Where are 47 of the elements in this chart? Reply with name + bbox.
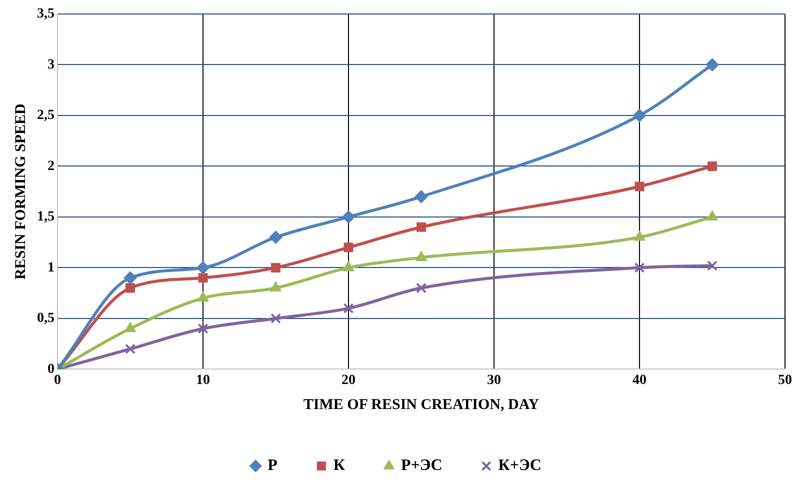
x-tick-label: 50 <box>778 373 792 388</box>
x-tick-label: 10 <box>196 373 210 388</box>
point <box>126 283 135 293</box>
legend-label: К+ЭС <box>498 457 542 474</box>
point <box>708 161 717 171</box>
point <box>270 282 282 292</box>
point <box>414 190 428 204</box>
point <box>342 210 355 224</box>
y-tick-label: 2 <box>48 158 54 174</box>
point <box>270 313 281 324</box>
legend-label: Р <box>268 457 278 474</box>
point <box>416 251 427 262</box>
point <box>634 262 645 273</box>
y-tick-label: 0,5 <box>37 311 54 326</box>
point <box>124 322 136 332</box>
point <box>198 273 208 283</box>
x-axis-title: TIME OF RESIN CREATION, DAY <box>303 396 540 413</box>
point <box>197 292 209 302</box>
y-axis-title: RESIN FORMING SPEED <box>12 104 29 280</box>
y-tick-label: 3,5 <box>37 6 54 22</box>
point <box>416 222 426 232</box>
point <box>344 242 354 252</box>
point <box>269 230 282 244</box>
point <box>707 260 718 271</box>
y-tick-label: 0 <box>48 362 54 377</box>
point <box>124 271 137 284</box>
x-tick-label: 30 <box>487 373 501 388</box>
point <box>416 282 426 294</box>
point <box>343 303 354 314</box>
point <box>634 182 644 192</box>
point <box>706 210 718 220</box>
point <box>342 261 354 272</box>
y-tick-label: 1,5 <box>37 210 54 225</box>
point <box>196 261 210 274</box>
legend-label: К <box>333 457 346 474</box>
point <box>633 108 646 122</box>
point <box>271 262 280 272</box>
point <box>198 323 208 334</box>
y-tick-label: 1 <box>48 260 54 276</box>
point <box>125 344 136 354</box>
y-tick-label: 2,5 <box>37 108 54 124</box>
legend-label: Р+ЭС <box>400 457 442 474</box>
point <box>634 230 646 241</box>
x-tick-label: 20 <box>342 373 356 388</box>
y-tick-label: 3 <box>48 57 54 72</box>
point <box>706 58 719 72</box>
x-tick-label: 40 <box>632 373 646 388</box>
